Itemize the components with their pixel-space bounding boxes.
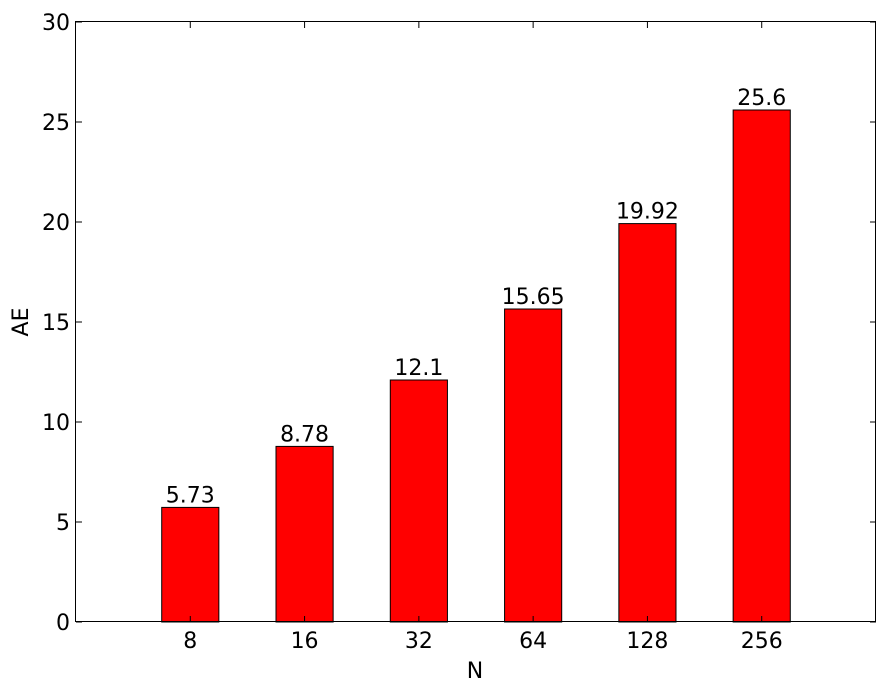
bar-32	[389, 379, 448, 623]
x-tick-label-16: 16	[291, 629, 319, 654]
y-tick-label-0: 0	[56, 611, 70, 636]
x-tick-label-64: 64	[519, 629, 547, 654]
bar-value-label-32: 12.1	[394, 356, 443, 381]
x-tick-label-128: 128	[626, 629, 668, 654]
bar-64	[504, 308, 563, 623]
y-tick-label-15: 15	[42, 311, 70, 336]
x-tick-label-256: 256	[741, 629, 783, 654]
x-tick-label-32: 32	[405, 629, 433, 654]
bar-value-label-64: 15.65	[502, 285, 565, 310]
bar-labels-group: 5.73 8.78 12.1 15.65 19.92 25.6	[166, 86, 786, 508]
bar-8	[161, 506, 220, 623]
bars-group	[161, 109, 791, 623]
y-tick-label-20: 20	[42, 211, 70, 236]
x-tick-label-8: 8	[183, 629, 197, 654]
y-tick-label-25: 25	[42, 111, 70, 136]
y-tick-label-10: 10	[42, 411, 70, 436]
x-tick-labels: 8 16 32 64 128 256	[183, 629, 782, 654]
y-tick-labels: 0 5 10 15 20 25 30	[42, 11, 70, 636]
bar-16	[275, 445, 334, 623]
x-axis-label: N	[467, 659, 483, 684]
bar-256	[732, 109, 791, 623]
bar-128	[618, 223, 677, 623]
y-tick-label-5: 5	[56, 511, 70, 536]
y-tick-label-30: 30	[42, 11, 70, 36]
y-axis-label: AE	[9, 308, 34, 337]
bar-value-label-8: 5.73	[166, 483, 215, 508]
bar-value-label-16: 8.78	[280, 422, 329, 447]
bar-value-label-128: 19.92	[616, 200, 679, 225]
ticks-group	[76, 21, 876, 623]
bar-value-label-256: 25.6	[737, 86, 786, 111]
